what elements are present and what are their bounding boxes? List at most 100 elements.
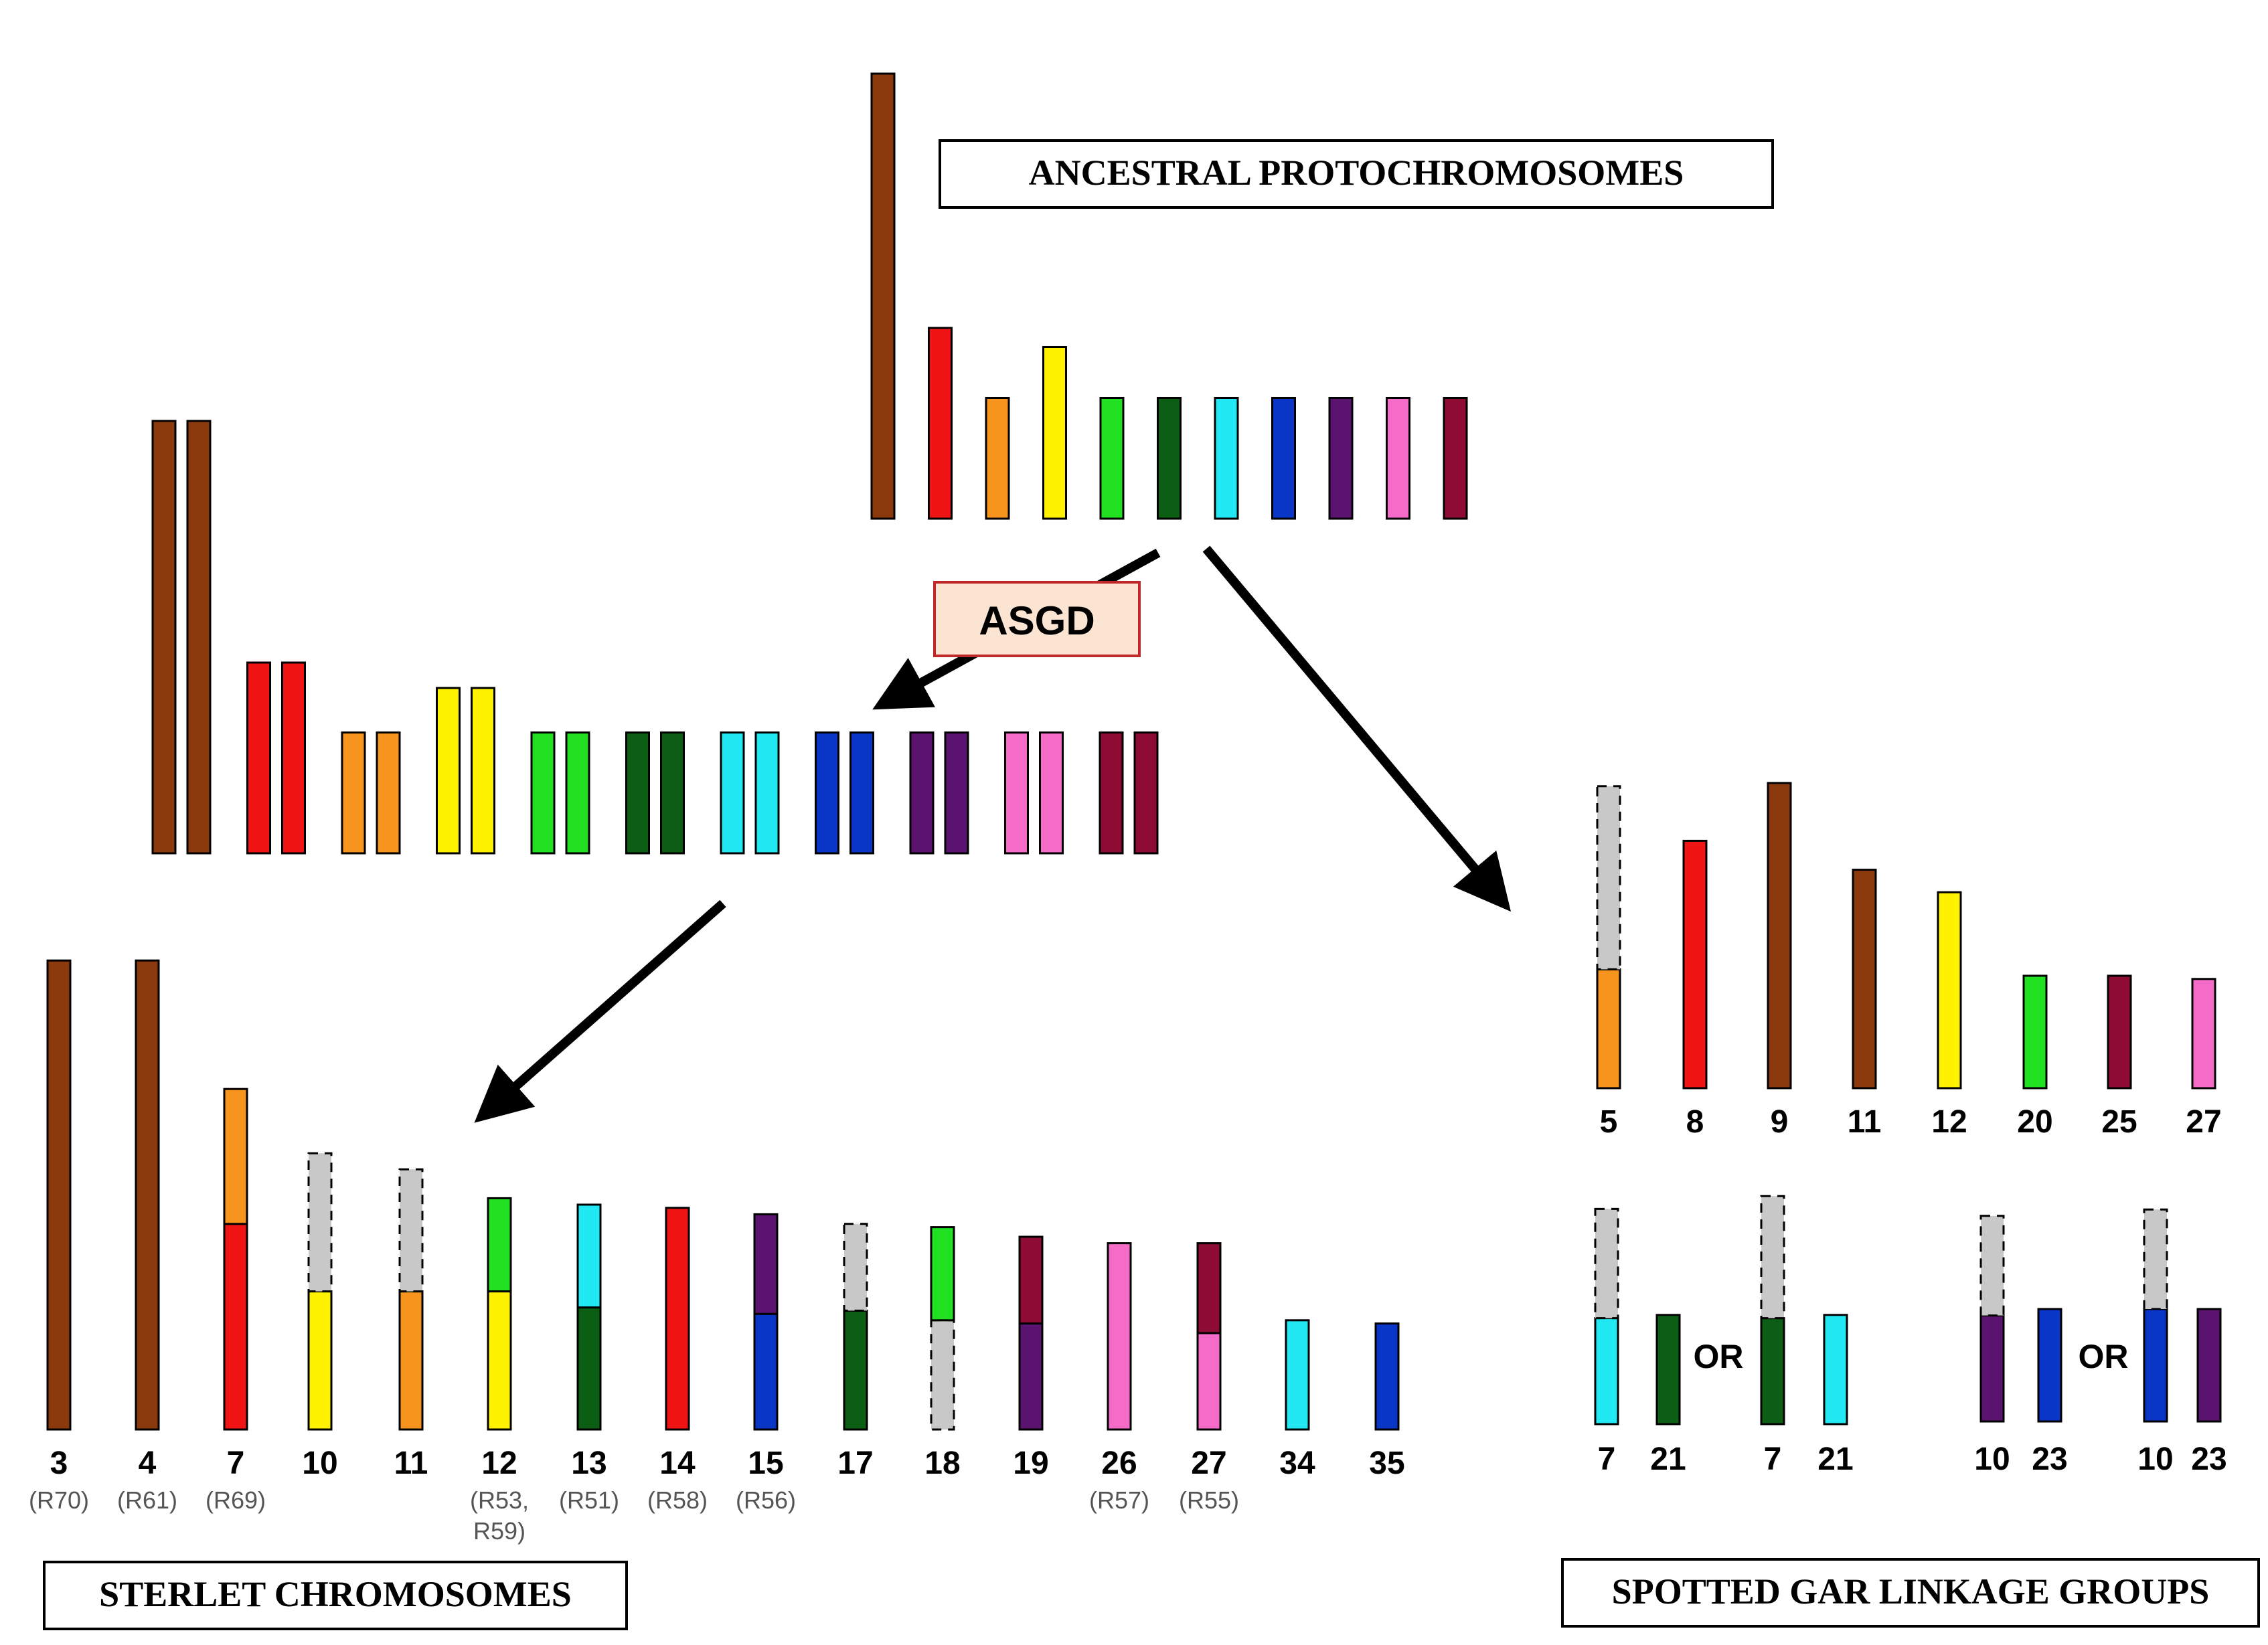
gar-linkage-group-number: 10 bbox=[1974, 1442, 2010, 1477]
gar-linkage-group-bar bbox=[2022, 974, 2048, 1090]
sterlet-chromosome-bar bbox=[1107, 1242, 1132, 1431]
ancestral-chromosome bbox=[1386, 397, 1410, 520]
segment-blue bbox=[1374, 1322, 1400, 1431]
segment-pink bbox=[1039, 731, 1064, 855]
or-label-right: OR bbox=[2079, 1338, 2129, 1375]
duplicated-chromosome bbox=[565, 731, 590, 855]
segment-purple bbox=[1979, 1314, 2005, 1423]
segment-gray bbox=[1596, 785, 1621, 970]
gar-linkage-group-bar bbox=[1979, 1215, 2005, 1423]
sterlet-chromosome-number: 12 bbox=[481, 1446, 517, 1481]
sterlet-chromosome-number: 4 bbox=[139, 1446, 157, 1481]
gar-linkage-group-number: 11 bbox=[1848, 1104, 1882, 1140]
gar-linkage-group-number: 23 bbox=[2032, 1442, 2067, 1477]
gar-linkage-group-bar bbox=[2191, 978, 2216, 1090]
segment-blue bbox=[849, 731, 874, 855]
sterlet-chromosome-bar bbox=[307, 1152, 333, 1431]
segment-purple bbox=[944, 731, 969, 855]
arrow-to-sterlet bbox=[474, 899, 726, 1123]
segment-green bbox=[930, 1226, 955, 1322]
gar-linkage-group-number: 7 bbox=[1764, 1442, 1782, 1477]
sterlet-chromosome-bar bbox=[843, 1223, 868, 1431]
segment-darkgreen bbox=[1760, 1317, 1785, 1425]
gar-linkage-group-number: 12 bbox=[1931, 1104, 1967, 1140]
segment-darkgreen bbox=[576, 1306, 602, 1431]
segment-green bbox=[487, 1197, 512, 1293]
segment-brown bbox=[1852, 869, 1877, 1090]
arrow-to-gar bbox=[1202, 545, 1511, 912]
segment-yellow bbox=[471, 687, 495, 855]
duplicated-chromosome bbox=[436, 687, 461, 855]
gar-linkage-group-bar bbox=[1655, 1314, 1681, 1425]
gar-linkage-group-number: 27 bbox=[2186, 1104, 2221, 1140]
segment-purple bbox=[1328, 397, 1354, 520]
segment-maroon bbox=[1099, 731, 1124, 855]
segment-orange bbox=[1596, 968, 1621, 1090]
segment-cyan bbox=[1214, 397, 1239, 520]
gar-linkage-group-bar bbox=[2037, 1308, 2062, 1423]
asgd-label: ASGD bbox=[979, 598, 1095, 643]
ancestral-chromosome bbox=[1099, 397, 1125, 520]
segment-cyan bbox=[754, 731, 780, 855]
segment-gray bbox=[1594, 1207, 1619, 1320]
gar-linkage-group-bar bbox=[2196, 1308, 2222, 1423]
duplicated-chromosome bbox=[246, 661, 271, 855]
sterlet-chromosome-bar bbox=[398, 1168, 424, 1431]
sterlet-chromosome-number: 14 bbox=[659, 1446, 696, 1481]
ancestral-title-box: ANCESTRAL PROTOCHROMOSOMES bbox=[939, 139, 1774, 209]
segment-purple bbox=[753, 1213, 779, 1315]
sterlet-chromosome-bar bbox=[1374, 1322, 1400, 1431]
ancestral-chromosome bbox=[1443, 397, 1468, 520]
segment-yellow bbox=[307, 1290, 333, 1431]
segment-darkgreen bbox=[660, 731, 685, 855]
sterlet-chromosome-bar bbox=[665, 1207, 690, 1431]
segment-maroon bbox=[1018, 1235, 1044, 1325]
ancestral-chromosome bbox=[1271, 397, 1296, 520]
gar-linkage-groups-bottom-left: 7 21 7 21 bbox=[1594, 1195, 1854, 1477]
segment-darkgreen bbox=[843, 1309, 868, 1431]
segment-pink bbox=[1107, 1242, 1132, 1431]
segment-green bbox=[1099, 397, 1125, 520]
sterlet-chromosome-bar bbox=[930, 1226, 955, 1431]
sterlet-chromosome-reference: (R51) bbox=[559, 1486, 619, 1514]
segment-blue bbox=[2143, 1308, 2168, 1423]
sterlet-title-box: STERLET CHROMOSOMES bbox=[43, 1561, 628, 1630]
sterlet-chromosomes: 3 (R70) 4 (R61) 7 (R69) 10 11 12 (R53, R59) 13 (R51)… bbox=[29, 959, 1405, 1545]
segment-red bbox=[223, 1223, 248, 1431]
sterlet-chromosome-number: 17 bbox=[837, 1446, 873, 1481]
sterlet-chromosome-bar bbox=[1018, 1235, 1044, 1431]
gar-linkage-group-number: 20 bbox=[2017, 1104, 2052, 1140]
gar-linkage-group-number: 21 bbox=[1650, 1442, 1686, 1477]
segment-blue bbox=[2037, 1308, 2062, 1423]
gar-linkage-group-number: 8 bbox=[1686, 1104, 1704, 1140]
segment-pink bbox=[2191, 978, 2216, 1090]
segment-yellow bbox=[1042, 346, 1067, 520]
gar-linkage-group-bar bbox=[1823, 1314, 1848, 1425]
ancestral-chromosome bbox=[985, 397, 1010, 520]
duplicated-chromosome bbox=[815, 731, 839, 855]
segment-blue bbox=[753, 1312, 779, 1431]
ancestral-chromosome bbox=[870, 72, 896, 520]
segment-gray bbox=[843, 1223, 868, 1312]
sterlet-chromosome-bar bbox=[223, 1088, 248, 1431]
gar-linkage-group-bar bbox=[1937, 891, 1962, 1090]
sterlet-chromosome-number: 3 bbox=[50, 1446, 68, 1481]
segment-purple bbox=[909, 731, 935, 855]
segment-gray bbox=[2143, 1208, 2168, 1310]
segment-red bbox=[665, 1207, 690, 1431]
sterlet-chromosome-reference: (R70) bbox=[29, 1486, 89, 1514]
segment-cyan bbox=[720, 731, 745, 855]
segment-brown bbox=[46, 959, 72, 1431]
segment-green bbox=[530, 731, 556, 855]
sterlet-chromosome-reference: (R57) bbox=[1089, 1486, 1149, 1514]
sterlet-chromosome-number: 18 bbox=[924, 1446, 960, 1481]
ancestral-chromosome bbox=[1214, 397, 1239, 520]
ancestral-title-text: ANCESTRAL PROTOCHROMOSOMES bbox=[1029, 153, 1684, 193]
gar-linkage-group-number: 9 bbox=[1771, 1104, 1789, 1140]
sterlet-chromosome-number: 7 bbox=[227, 1446, 245, 1481]
sterlet-chromosome-bar bbox=[753, 1213, 779, 1431]
segment-green bbox=[2022, 974, 2048, 1090]
sterlet-chromosome-number: 10 bbox=[302, 1446, 337, 1481]
gar-linkage-group-bar bbox=[2143, 1208, 2168, 1423]
